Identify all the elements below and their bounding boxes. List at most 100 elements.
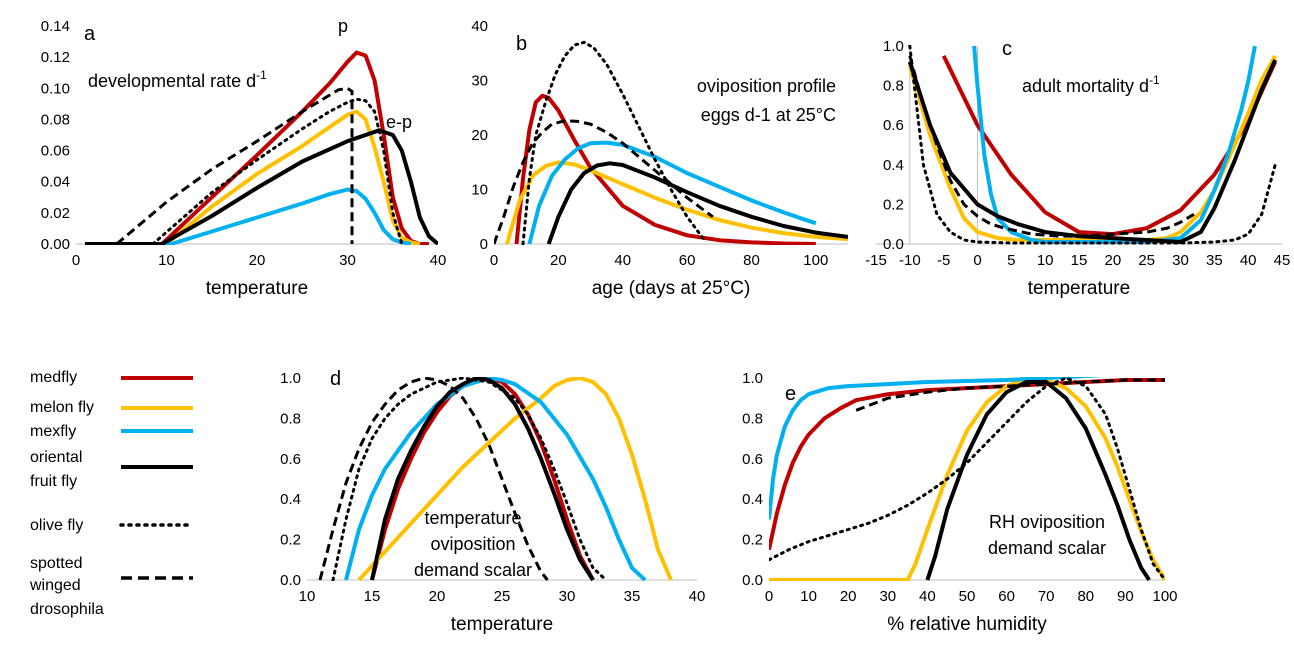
x-tick-label: 0 xyxy=(72,252,80,269)
x-tick-label: 5 xyxy=(1007,252,1015,269)
series-line-olive xyxy=(908,45,1277,245)
panel-e: 0 10 20 30 40 50 60 70 80 90 100 0.0 0.2 0.4 0.6 0.8 1.0… xyxy=(742,370,1177,635)
series-line-olive xyxy=(769,377,1165,581)
x-tick-label: 30 xyxy=(1172,252,1189,269)
y-tick-label: 0.4 xyxy=(883,157,904,174)
panel-a: 0 10 20 30 40 0.00 0.02 0.04 0.06 0.08 0.10 0.12 0.1… xyxy=(41,16,447,299)
x-tick-label: 40 xyxy=(689,588,706,605)
x-tick-label: 80 xyxy=(743,252,760,269)
x-axis-label: temperature xyxy=(206,278,308,299)
series-line-swd xyxy=(855,378,1165,412)
y-tick-label: 0.00 xyxy=(41,236,70,253)
y-tick-label: 0.6 xyxy=(280,451,301,468)
x-axis-label: age (days at 25°C) xyxy=(592,278,751,299)
y-tick-label: 1.0 xyxy=(742,370,763,387)
x-tick-label: 20 xyxy=(1104,252,1121,269)
y-tick-label: 0.0 xyxy=(742,572,763,589)
x-tick-label: 10 xyxy=(158,252,175,269)
annotation: eggs d-1 at 25°C xyxy=(701,105,836,125)
x-axis-label: % relative humidity xyxy=(887,614,1047,635)
legend-item-oriental: oriental fruit fly xyxy=(30,449,193,490)
y-tick-label: 0.04 xyxy=(41,174,70,191)
x-tick-label: -15 xyxy=(865,252,887,269)
panel-label: a xyxy=(84,23,96,45)
x-axis-label: temperature xyxy=(451,614,553,635)
x-tick-label: 50 xyxy=(959,588,976,605)
series-line-olive xyxy=(331,377,608,581)
x-tick-label: 40 xyxy=(430,252,447,269)
legend-label: medfly xyxy=(30,369,77,386)
legend-label: winged xyxy=(29,577,81,594)
series-line-swd xyxy=(115,86,354,245)
series-line-medfly xyxy=(514,93,816,245)
x-tick-label: 15 xyxy=(1071,252,1088,269)
legend-label: olive fly xyxy=(30,517,83,534)
legend-label: spotted xyxy=(30,555,82,572)
annotation: temperature xyxy=(424,508,521,528)
legend-item-melon: melon fly xyxy=(30,399,193,416)
panel-label: c xyxy=(1002,38,1012,60)
series-line-olive xyxy=(521,40,705,245)
annotation: demand scalar xyxy=(414,560,532,580)
series-line-mex xyxy=(85,187,412,245)
x-tick-label: 60 xyxy=(998,588,1015,605)
series-line-oriental xyxy=(907,59,1278,244)
y-tick-label: 0.8 xyxy=(280,410,301,427)
annotation: adult mortality d-1 xyxy=(1022,73,1160,96)
legend-label: melon fly xyxy=(30,399,94,416)
series-line-melon xyxy=(85,109,421,245)
y-tick-label: 20 xyxy=(471,127,488,144)
y-tick-label: 0.2 xyxy=(883,196,904,213)
annotation: RH oviposition xyxy=(989,512,1105,532)
panel-label: e xyxy=(785,383,796,405)
y-tick-label: 0.0 xyxy=(883,236,904,253)
series-line-mex xyxy=(527,140,817,245)
y-tick-label: 30 xyxy=(471,73,488,90)
series-line-oriental xyxy=(370,377,595,581)
x-tick-label: 30 xyxy=(879,588,896,605)
y-tick-label: 0.2 xyxy=(742,532,763,549)
annotation: demand scalar xyxy=(988,538,1106,558)
series-line-swd xyxy=(908,55,1195,238)
y-tick-label: 0.2 xyxy=(280,532,301,549)
series-line-melon xyxy=(357,377,673,581)
panel-b: 0 20 40 60 80 100 0 10 20 30 40 age (days at 25°C) b… xyxy=(471,18,848,299)
series-line-medfly xyxy=(769,378,1165,551)
series-line-melon xyxy=(504,160,848,245)
x-tick-label: 90 xyxy=(1117,588,1134,605)
y-tick-label: 0.6 xyxy=(883,117,904,134)
y-tick-label: 0.08 xyxy=(41,111,70,128)
y-tick-label: 0 xyxy=(480,236,488,253)
y-tick-label: 0.6 xyxy=(742,451,763,468)
y-tick-label: 0.14 xyxy=(41,18,70,35)
y-tick-label: 0.8 xyxy=(883,78,904,95)
x-tick-label: 15 xyxy=(364,588,381,605)
x-tick-label: 30 xyxy=(339,252,356,269)
legend-item-olive: olive fly xyxy=(30,517,195,534)
x-tick-label: 10 xyxy=(800,588,817,605)
x-tick-label: 0 xyxy=(765,588,773,605)
x-tick-label: 25 xyxy=(494,588,511,605)
annotation: developmental rate d-1 xyxy=(88,68,267,91)
series-line-mex xyxy=(769,377,1106,520)
series-line-oriental xyxy=(925,380,1151,581)
x-tick-label: -10 xyxy=(899,252,921,269)
x-tick-label: 20 xyxy=(550,252,567,269)
x-tick-label: 100 xyxy=(1152,588,1177,605)
legend-label: oriental xyxy=(30,449,82,466)
legend-item-medfly: medfly xyxy=(30,369,193,386)
series-line-mex xyxy=(344,377,647,581)
x-tick-label: 40 xyxy=(614,252,631,269)
y-tick-label: 0.4 xyxy=(742,491,763,508)
annotation: e-p xyxy=(386,112,412,132)
y-tick-label: 1.0 xyxy=(883,38,904,55)
y-tick-label: 0.0 xyxy=(280,572,301,589)
x-tick-label: 35 xyxy=(1206,252,1223,269)
x-tick-label: 80 xyxy=(1077,588,1094,605)
x-tick-label: 35 xyxy=(624,588,641,605)
x-tick-label: -5 xyxy=(937,252,950,269)
y-tick-label: 10 xyxy=(471,182,488,199)
x-tick-label: 20 xyxy=(429,588,446,605)
series-line-oriental xyxy=(546,161,848,245)
